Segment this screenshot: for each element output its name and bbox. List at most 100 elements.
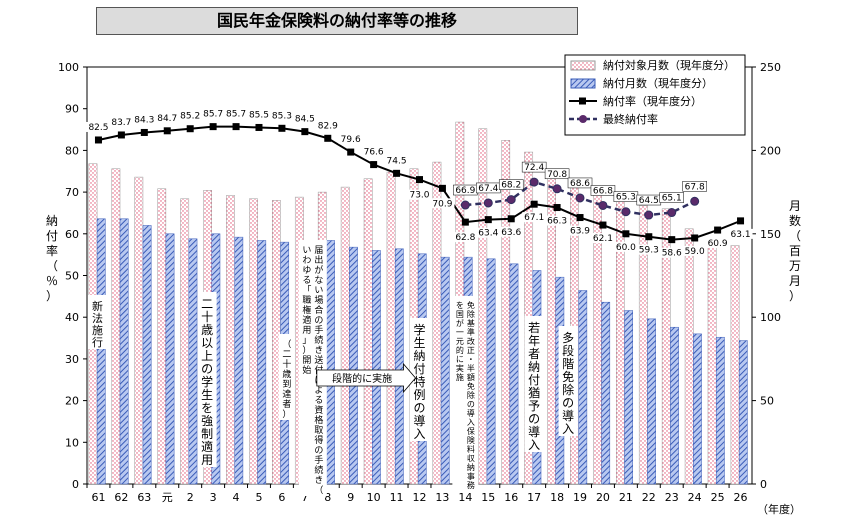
payment-rate-value: 76.6 xyxy=(364,148,384,158)
left-tick-label: 20 xyxy=(65,395,79,408)
label-box xyxy=(590,185,616,196)
annotation-char: 猶 xyxy=(528,386,540,400)
right-tick-label: 50 xyxy=(760,395,774,408)
annotation-char: 段 xyxy=(562,343,574,358)
axis-label-char: ％ xyxy=(46,274,58,288)
annotation-char: 付 xyxy=(413,362,425,376)
annotation-char: 強 xyxy=(201,414,213,428)
annotation-char: 半 xyxy=(467,363,475,373)
x-tick-label: 63 xyxy=(137,491,151,504)
payment-rate-label: 79.6 xyxy=(338,134,363,145)
paid-months-bar xyxy=(326,240,335,485)
axis-label-char: 率 xyxy=(46,243,58,258)
annotation-char: 二 xyxy=(282,350,291,360)
payment-rate-point xyxy=(393,169,401,177)
final-rate-value: 68.6 xyxy=(570,179,590,189)
annotation-char: 取 xyxy=(314,425,323,436)
final-rate-point xyxy=(460,200,470,210)
paid-months-bar xyxy=(188,238,198,485)
payment-rate-point xyxy=(691,234,699,242)
label-bg xyxy=(86,121,111,132)
label-box xyxy=(544,168,570,180)
x-tick-label: 5 xyxy=(255,491,262,504)
legend-swatch-final-marker xyxy=(579,115,587,123)
annotation-box xyxy=(278,334,295,420)
left-tick-label: 50 xyxy=(65,270,79,283)
final-rate-point xyxy=(483,198,493,208)
left-tick-label: 0 xyxy=(72,478,79,491)
payment-rate-label: 67.1 xyxy=(522,212,547,223)
annotation-char: 納 xyxy=(413,349,425,363)
annotation-char: 実 xyxy=(456,363,464,373)
legend-swatch-rate-marker xyxy=(579,97,586,105)
x-tick-label: 3 xyxy=(210,491,217,504)
final-rate-point xyxy=(575,193,585,203)
payment-rate-point xyxy=(714,226,722,234)
label-bg xyxy=(361,146,386,157)
payment-rate-point xyxy=(530,200,538,208)
axis-label-char: 万 xyxy=(789,259,801,273)
payment-rate-point xyxy=(645,233,653,241)
annotation-char: 施 xyxy=(456,372,464,382)
final-rate-value: 65.1 xyxy=(662,194,682,204)
paid-months-bar xyxy=(715,336,725,485)
axis-label-char: 付 xyxy=(46,229,58,243)
paid-months-bar xyxy=(394,248,404,485)
label-bg xyxy=(522,212,547,223)
payment-rate-label: 59.3 xyxy=(636,244,661,256)
paid-months-bar xyxy=(349,246,358,485)
annotation-char: 出 xyxy=(314,254,323,266)
final-rate-label: 70.8 xyxy=(544,168,570,180)
annotation-char: （ xyxy=(314,485,323,496)
right-tick-label: 100 xyxy=(760,311,781,324)
annotation-char: 到 xyxy=(282,378,291,390)
label-box xyxy=(521,161,547,173)
target-months-bar xyxy=(226,195,235,485)
payment-rate-label: 73.0 xyxy=(407,189,432,201)
payment-rate-value: 85.5 xyxy=(249,110,269,120)
target-months-bar xyxy=(249,198,258,485)
payment-rate-value: 63.4 xyxy=(478,229,498,239)
payment-rate-label: 63.6 xyxy=(499,226,524,238)
left-tick-label: 80 xyxy=(65,144,79,157)
payment-rate-label: 85.3 xyxy=(269,110,294,121)
annotation-char: 適 xyxy=(302,314,311,326)
annotation-char: 場 xyxy=(314,294,323,306)
payment-rate-value: 63.9 xyxy=(570,227,590,237)
annotation-char: 用 xyxy=(201,453,213,467)
label-bg xyxy=(132,114,157,125)
annotation-box xyxy=(452,296,479,491)
target-months-bar xyxy=(707,243,717,485)
annotation-char: 年 xyxy=(528,334,540,348)
payment-rate-value: 85.3 xyxy=(272,111,292,121)
left-tick-label: 90 xyxy=(65,103,79,116)
payment-rate-label: 59.0 xyxy=(682,245,707,257)
paid-months-bar xyxy=(738,340,748,485)
annotation-char: る xyxy=(314,395,323,406)
annotation-char: が xyxy=(314,264,323,276)
payment-rate-value: 63.1 xyxy=(731,230,751,240)
arrow-label: 段階的に実施 xyxy=(332,372,392,385)
final-rate-label: 67.4 xyxy=(476,182,501,194)
annotation-char: 納 xyxy=(528,360,540,374)
label-bg xyxy=(590,233,615,244)
right-tick-label: 200 xyxy=(760,144,781,157)
payment-rate-label: 62.1 xyxy=(590,233,615,244)
target-months-bar xyxy=(386,171,396,485)
annotation-char: 開 xyxy=(302,355,311,366)
annotation-char: 額 xyxy=(467,372,475,382)
paid-months-bar xyxy=(486,258,496,485)
payment-rate-label: 62.8 xyxy=(453,232,478,243)
x-tick-label: 20 xyxy=(596,491,610,504)
right-tick-label: 0 xyxy=(760,478,767,491)
axis-label-char: 数 xyxy=(789,213,801,228)
payment-rate-label: 84.5 xyxy=(292,113,317,125)
annotation-char: の xyxy=(413,401,425,415)
annotation-char: 新 xyxy=(92,299,103,313)
axis-label-char: ） xyxy=(789,289,801,303)
